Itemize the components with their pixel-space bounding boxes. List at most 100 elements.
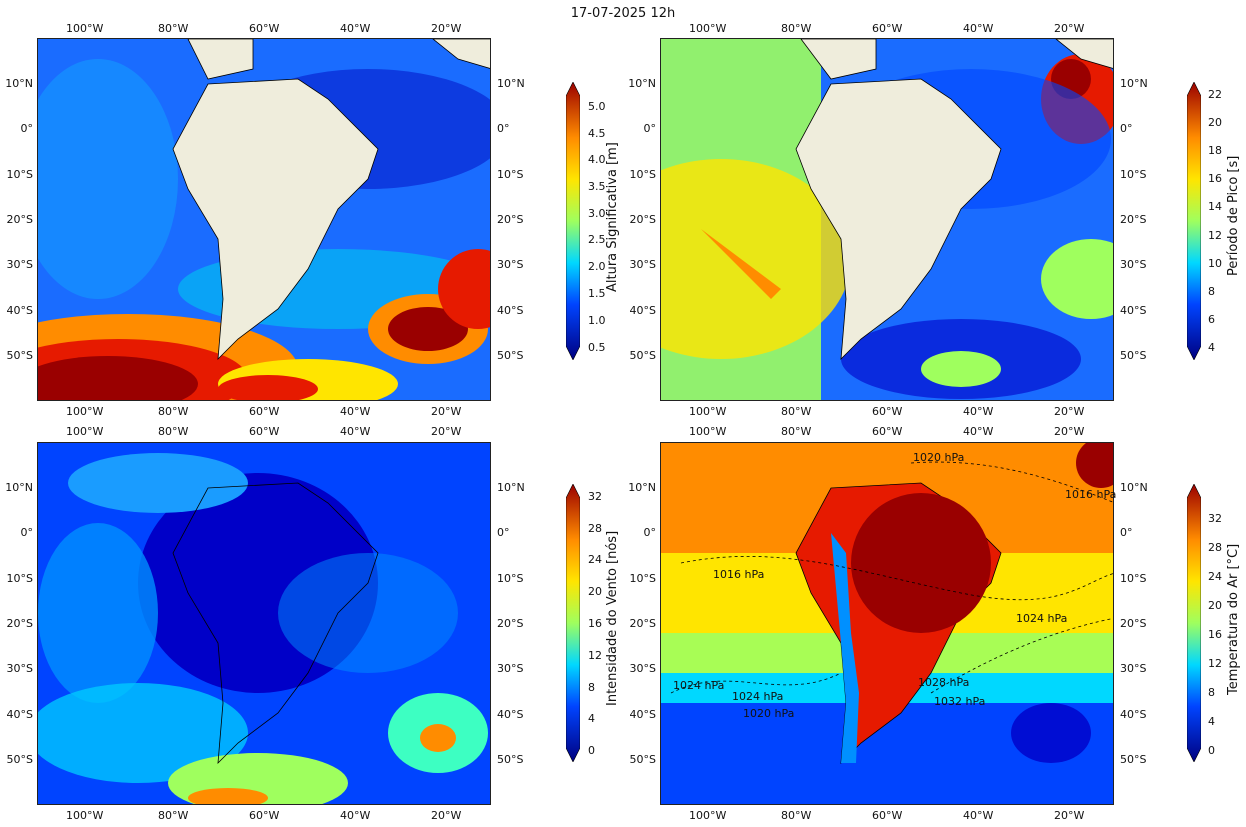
lat-right-label: 0°: [497, 526, 510, 539]
lat-left-label: 10°N: [628, 77, 656, 90]
lat-right-label: 30°S: [1120, 662, 1147, 675]
wind-speed-field: [38, 443, 490, 804]
lat-right-label: 20°S: [497, 617, 524, 630]
lat-left-label: 30°S: [6, 662, 33, 675]
lon-bottom-label: 100°W: [689, 809, 727, 822]
lat-left-label: 30°S: [6, 258, 33, 271]
colorbar-tick: 2.5: [588, 233, 606, 246]
pressure-label: 1024 hPa: [673, 679, 725, 692]
lon-top-label: 40°W: [963, 425, 994, 438]
lat-right-label: 50°S: [1120, 753, 1147, 766]
lat-left-label: 0°: [643, 122, 657, 135]
map-wind-speed: [37, 442, 491, 805]
lat-left-label: 10°N: [5, 77, 33, 90]
lon-top-label: 100°W: [689, 22, 727, 35]
lon-top-label: 40°W: [340, 425, 371, 438]
colorbar-tick: 20: [588, 585, 602, 598]
lat-left-label: 20°S: [6, 617, 33, 630]
colorbar-tick: 32: [588, 490, 602, 503]
colorbar-label: Intensidade do Vento [nós]: [605, 530, 620, 706]
colorbar-peak-period: [1187, 82, 1201, 360]
lat-right-label: 30°S: [497, 662, 524, 675]
lat-right-label: 40°S: [497, 304, 524, 317]
lat-left-label: 40°S: [629, 304, 656, 317]
lat-left-label: 30°S: [629, 662, 656, 675]
wave-height-field: [38, 39, 490, 400]
lat-left-label: 10°S: [6, 572, 33, 585]
lat-left-label: 30°S: [629, 258, 656, 271]
colorbar-tick: 8: [588, 681, 595, 694]
colorbar-tick: 4: [588, 712, 595, 725]
lat-left-label: 40°S: [6, 708, 33, 721]
pressure-label: 1020 hPa: [913, 451, 965, 464]
lat-left-label: 0°: [20, 526, 34, 539]
lon-top-label: 100°W: [689, 425, 727, 438]
colorbar-tick: 28: [588, 522, 602, 535]
lon-top-label: 100°W: [66, 22, 104, 35]
lat-left-label: 10°S: [629, 572, 656, 585]
peak-period-field: [661, 39, 1113, 400]
lon-top-label: 20°W: [1054, 22, 1085, 35]
lon-top-label: 20°W: [1054, 425, 1085, 438]
colorbar-air-temperature: [1187, 484, 1201, 762]
colorbar-label: Temperatura do Ar [°C]: [1226, 543, 1241, 695]
lon-top-label: 80°W: [158, 22, 189, 35]
lat-right-label: 50°S: [1120, 349, 1147, 362]
lon-bottom-label: 80°W: [158, 809, 189, 822]
lon-bottom-label: 20°W: [1054, 405, 1085, 418]
lat-left-label: 40°S: [629, 708, 656, 721]
colorbar-tick: 22: [1208, 88, 1222, 101]
colorbar-tick: 8: [1208, 686, 1215, 699]
lat-left-label: 10°N: [628, 481, 656, 494]
lon-top-label: 40°W: [963, 22, 994, 35]
figure-title: 17-07-2025 12h: [570, 6, 676, 21]
lon-bottom-label: 100°W: [66, 809, 104, 822]
colorbar-tick: 4.5: [588, 127, 606, 140]
pressure-label: 1032 hPa: [934, 695, 986, 708]
colorbar-wave-height: [566, 82, 580, 360]
lat-right-label: 10°N: [497, 77, 525, 90]
lon-bottom-label: 20°W: [431, 405, 462, 418]
lon-top-label: 100°W: [66, 425, 104, 438]
pressure-label: 1020 hPa: [743, 707, 795, 720]
lat-left-label: 10°S: [6, 168, 33, 181]
lon-top-label: 20°W: [431, 425, 462, 438]
colorbar-tick: 16: [1208, 172, 1222, 185]
colorbar-label: Altura Significativa [m]: [605, 142, 620, 292]
lon-top-label: 40°W: [340, 22, 371, 35]
lon-top-label: 60°W: [872, 22, 903, 35]
lon-bottom-label: 20°W: [1054, 809, 1085, 822]
lon-top-label: 60°W: [249, 425, 280, 438]
colorbar-tick: 1.0: [588, 314, 606, 327]
colorbar-tick: 5.0: [588, 100, 606, 113]
colorbar-wind-speed: [566, 484, 580, 762]
lat-right-label: 50°S: [497, 349, 524, 362]
map-air-temperature: [660, 442, 1114, 805]
pressure-label: 1024 hPa: [732, 690, 784, 703]
lon-bottom-label: 40°W: [340, 809, 371, 822]
colorbar-tick: 28: [1208, 541, 1222, 554]
lat-right-label: 20°S: [497, 213, 524, 226]
colorbar-tick: 24: [588, 553, 602, 566]
lat-left-label: 20°S: [6, 213, 33, 226]
colorbar-tick: 20: [1208, 599, 1222, 612]
lat-left-label: 10°N: [5, 481, 33, 494]
lat-left-label: 40°S: [6, 304, 33, 317]
lon-top-label: 80°W: [781, 22, 812, 35]
lat-right-label: 10°S: [497, 572, 524, 585]
lat-right-label: 40°S: [1120, 708, 1147, 721]
lon-top-label: 60°W: [872, 425, 903, 438]
lat-right-label: 10°S: [1120, 572, 1147, 585]
lon-bottom-label: 60°W: [872, 405, 903, 418]
lat-right-label: 40°S: [497, 708, 524, 721]
lat-left-label: 20°S: [629, 213, 656, 226]
lon-bottom-label: 40°W: [340, 405, 371, 418]
lat-right-label: 20°S: [1120, 617, 1147, 630]
colorbar-tick: 8: [1208, 285, 1215, 298]
colorbar-tick: 4: [1208, 341, 1215, 354]
lat-right-label: 50°S: [497, 753, 524, 766]
lat-right-label: 20°S: [1120, 213, 1147, 226]
lon-bottom-label: 60°W: [249, 809, 280, 822]
lon-bottom-label: 60°W: [249, 405, 280, 418]
colorbar-tick: 24: [1208, 570, 1222, 583]
